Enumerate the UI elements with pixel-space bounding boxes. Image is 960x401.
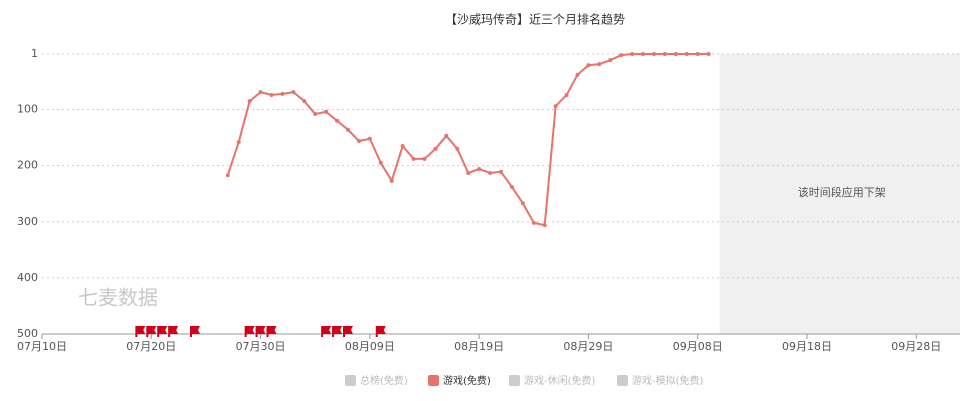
rank-point[interactable]: [324, 109, 329, 114]
update-flag: [190, 326, 200, 337]
update-flag: [332, 326, 343, 337]
rank-point[interactable]: [542, 223, 547, 228]
rank-point[interactable]: [389, 178, 394, 183]
legend-swatch[interactable]: [509, 375, 520, 386]
rank-point[interactable]: [313, 112, 318, 117]
rank-point[interactable]: [488, 170, 493, 175]
update-flag: [244, 326, 255, 337]
rank-point[interactable]: [630, 52, 635, 56]
unlisted-region: [719, 54, 960, 334]
update-flag: [321, 326, 332, 337]
rank-point[interactable]: [641, 52, 646, 56]
x-tick-label: 08月29日: [563, 340, 613, 353]
y-tick-label: 200: [17, 159, 38, 172]
x-tick-label: 07月10日: [17, 340, 67, 353]
rank-point[interactable]: [586, 63, 591, 68]
x-tick-label: 09月28日: [891, 340, 941, 353]
update-flag: [255, 326, 266, 337]
legend-label[interactable]: 总榜(免费): [360, 374, 408, 387]
y-tick-label: 500: [17, 327, 38, 340]
legend-label[interactable]: 游戏-休闲(免费): [524, 374, 596, 387]
rank-point[interactable]: [509, 184, 514, 189]
rank-point[interactable]: [433, 146, 438, 151]
rank-point[interactable]: [400, 144, 405, 149]
rank-point[interactable]: [258, 90, 263, 95]
x-tick-label: 07月20日: [126, 340, 176, 353]
rank-point[interactable]: [575, 72, 580, 77]
rank-point[interactable]: [269, 92, 274, 97]
rank-point[interactable]: [619, 53, 624, 58]
x-tick-label: 08月09日: [345, 340, 395, 353]
rank-point[interactable]: [499, 169, 503, 174]
y-tick-label: 1: [31, 47, 38, 60]
x-tick-label: 09月18日: [782, 340, 832, 353]
rank-point[interactable]: [444, 133, 449, 138]
rank-point[interactable]: [684, 52, 689, 56]
rank-point[interactable]: [652, 52, 656, 56]
rank-point[interactable]: [706, 52, 711, 56]
x-tick-label: 07月30日: [236, 340, 286, 353]
rank-point[interactable]: [455, 146, 460, 151]
x-tick-label: 09月08日: [673, 340, 723, 353]
update-flag: [157, 326, 168, 337]
rank-point[interactable]: [280, 91, 285, 96]
y-tick-label: 300: [17, 215, 38, 228]
rank-line: [226, 53, 709, 227]
rank-point[interactable]: [553, 104, 558, 109]
rank-point[interactable]: [367, 136, 372, 141]
rank-point[interactable]: [477, 167, 482, 172]
rank-point[interactable]: [466, 170, 471, 175]
rank-point[interactable]: [520, 201, 525, 206]
rank-point[interactable]: [673, 52, 678, 56]
rank-point[interactable]: [608, 58, 613, 63]
rank-point[interactable]: [247, 99, 252, 104]
rank-point[interactable]: [236, 140, 241, 145]
watermark: 七麦数据: [78, 286, 158, 310]
legend-label[interactable]: 游戏-模拟(免费): [632, 374, 704, 387]
rank-point[interactable]: [695, 52, 700, 56]
chart-title: 【沙威玛传奇】近三个月排名趋势: [445, 12, 625, 27]
unlisted-note: 该时间段应用下架: [798, 185, 886, 199]
legend-swatch[interactable]: [428, 375, 439, 386]
rank-point[interactable]: [597, 62, 602, 67]
legend-swatch[interactable]: [345, 375, 356, 386]
legend-swatch[interactable]: [617, 375, 628, 386]
rank-point[interactable]: [335, 118, 340, 123]
y-tick-label: 100: [17, 103, 38, 116]
rank-point[interactable]: [378, 160, 383, 165]
rank-point[interactable]: [531, 220, 536, 225]
rank-point[interactable]: [225, 173, 230, 178]
x-tick-label: 08月19日: [454, 340, 504, 353]
rank-point[interactable]: [662, 52, 667, 56]
rank-point[interactable]: [411, 156, 416, 161]
update-flag: [168, 326, 179, 337]
legend-label[interactable]: 游戏(免费): [443, 374, 491, 387]
update-flag: [375, 326, 386, 337]
update-flag: [343, 326, 353, 337]
rank-point[interactable]: [291, 90, 296, 95]
update-flag: [146, 326, 157, 337]
rank-point[interactable]: [356, 138, 361, 143]
rank-point[interactable]: [422, 156, 427, 161]
rank-point[interactable]: [564, 92, 569, 97]
rank-point[interactable]: [302, 99, 307, 104]
rank-point[interactable]: [346, 127, 350, 132]
update-flag: [135, 326, 146, 337]
y-tick-label: 400: [17, 271, 38, 284]
update-flag: [266, 326, 277, 337]
